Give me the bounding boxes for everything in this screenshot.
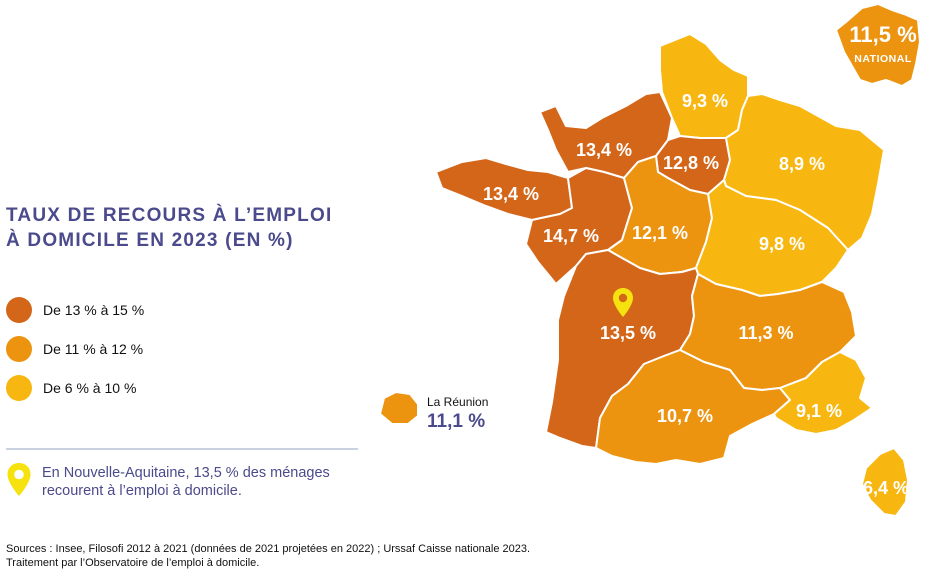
legend-swatch-high [6,297,32,323]
map-pin-icon [7,463,31,496]
label-bretagne: 13,4 % [483,184,539,204]
label-normandie: 13,4 % [576,140,632,160]
label-corse: 6,4 % [863,478,909,498]
legend-item-mid: De 11 % à 12 % [6,335,144,363]
legend-swatch-low [6,375,32,401]
legend-swatch-mid [6,336,32,362]
legend-label-low: De 6 % à 10 % [43,380,137,396]
sources-line-1: Sources : Insee, Filosofi 2012 à 2021 (d… [6,543,531,555]
map-title-line-2: À DOMICILE EN 2023 (EN %) [6,230,294,251]
divider [6,448,358,450]
region-reunion [379,391,419,425]
label-grand-est: 8,9 % [779,154,825,174]
region-corse [861,447,909,517]
map-title-line-1: TAUX DE RECOURS À L’EMPLOI [6,205,333,226]
label-bourgogne-franche-comte: 9,8 % [759,234,805,254]
map-title: TAUX DE RECOURS À L’EMPLOI À DOMICILE EN… [6,203,366,253]
region-map-pin-icon [613,288,633,317]
legend-label-mid: De 11 % à 12 % [43,341,144,357]
region-grand-est [723,93,885,251]
reunion-name: La Réunion [427,395,488,409]
callout-line-1: En Nouvelle-Aquitaine, 13,5 % des ménage… [42,465,330,481]
label-hauts-de-france: 9,3 % [682,91,728,111]
callout: En Nouvelle-Aquitaine, 13,5 % des ménage… [6,462,330,500]
label-pays-de-la-loire: 14,7 % [543,226,599,246]
label-ile-de-france: 12,8 % [663,153,719,173]
label-centre-val-de-loire: 12,1 % [632,223,688,243]
national-france-icon [835,3,921,87]
legend: De 13 % à 15 % De 11 % à 12 % De 6 % à 1… [6,296,144,413]
legend-label-high: De 13 % à 15 % [43,302,145,318]
label-auvergne-rhone-alpes: 11,3 % [738,323,793,343]
region-hauts-de-france [659,33,749,139]
sources: Sources : Insee, Filosofi 2012 à 2021 (d… [6,542,530,570]
label-nouvelle-aquitaine: 13,5 % [600,323,656,343]
label-occitanie: 10,7 % [657,406,713,426]
national-value: 11,5 % [849,22,916,47]
national-label: NATIONAL [854,53,912,65]
region-paca [773,351,873,435]
label-paca: 9,1 % [796,401,842,421]
sources-line-2: Traitement par l’Observatoire de l’emplo… [6,557,260,569]
legend-item-high: De 13 % à 15 % [6,296,144,324]
callout-line-2: recourent à l’emploi à domicile. [42,483,242,499]
reunion-value: 11,1 % [427,411,485,432]
callout-text: En Nouvelle-Aquitaine, 13,5 % des ménage… [42,464,330,500]
legend-item-low: De 6 % à 10 % [6,374,144,402]
